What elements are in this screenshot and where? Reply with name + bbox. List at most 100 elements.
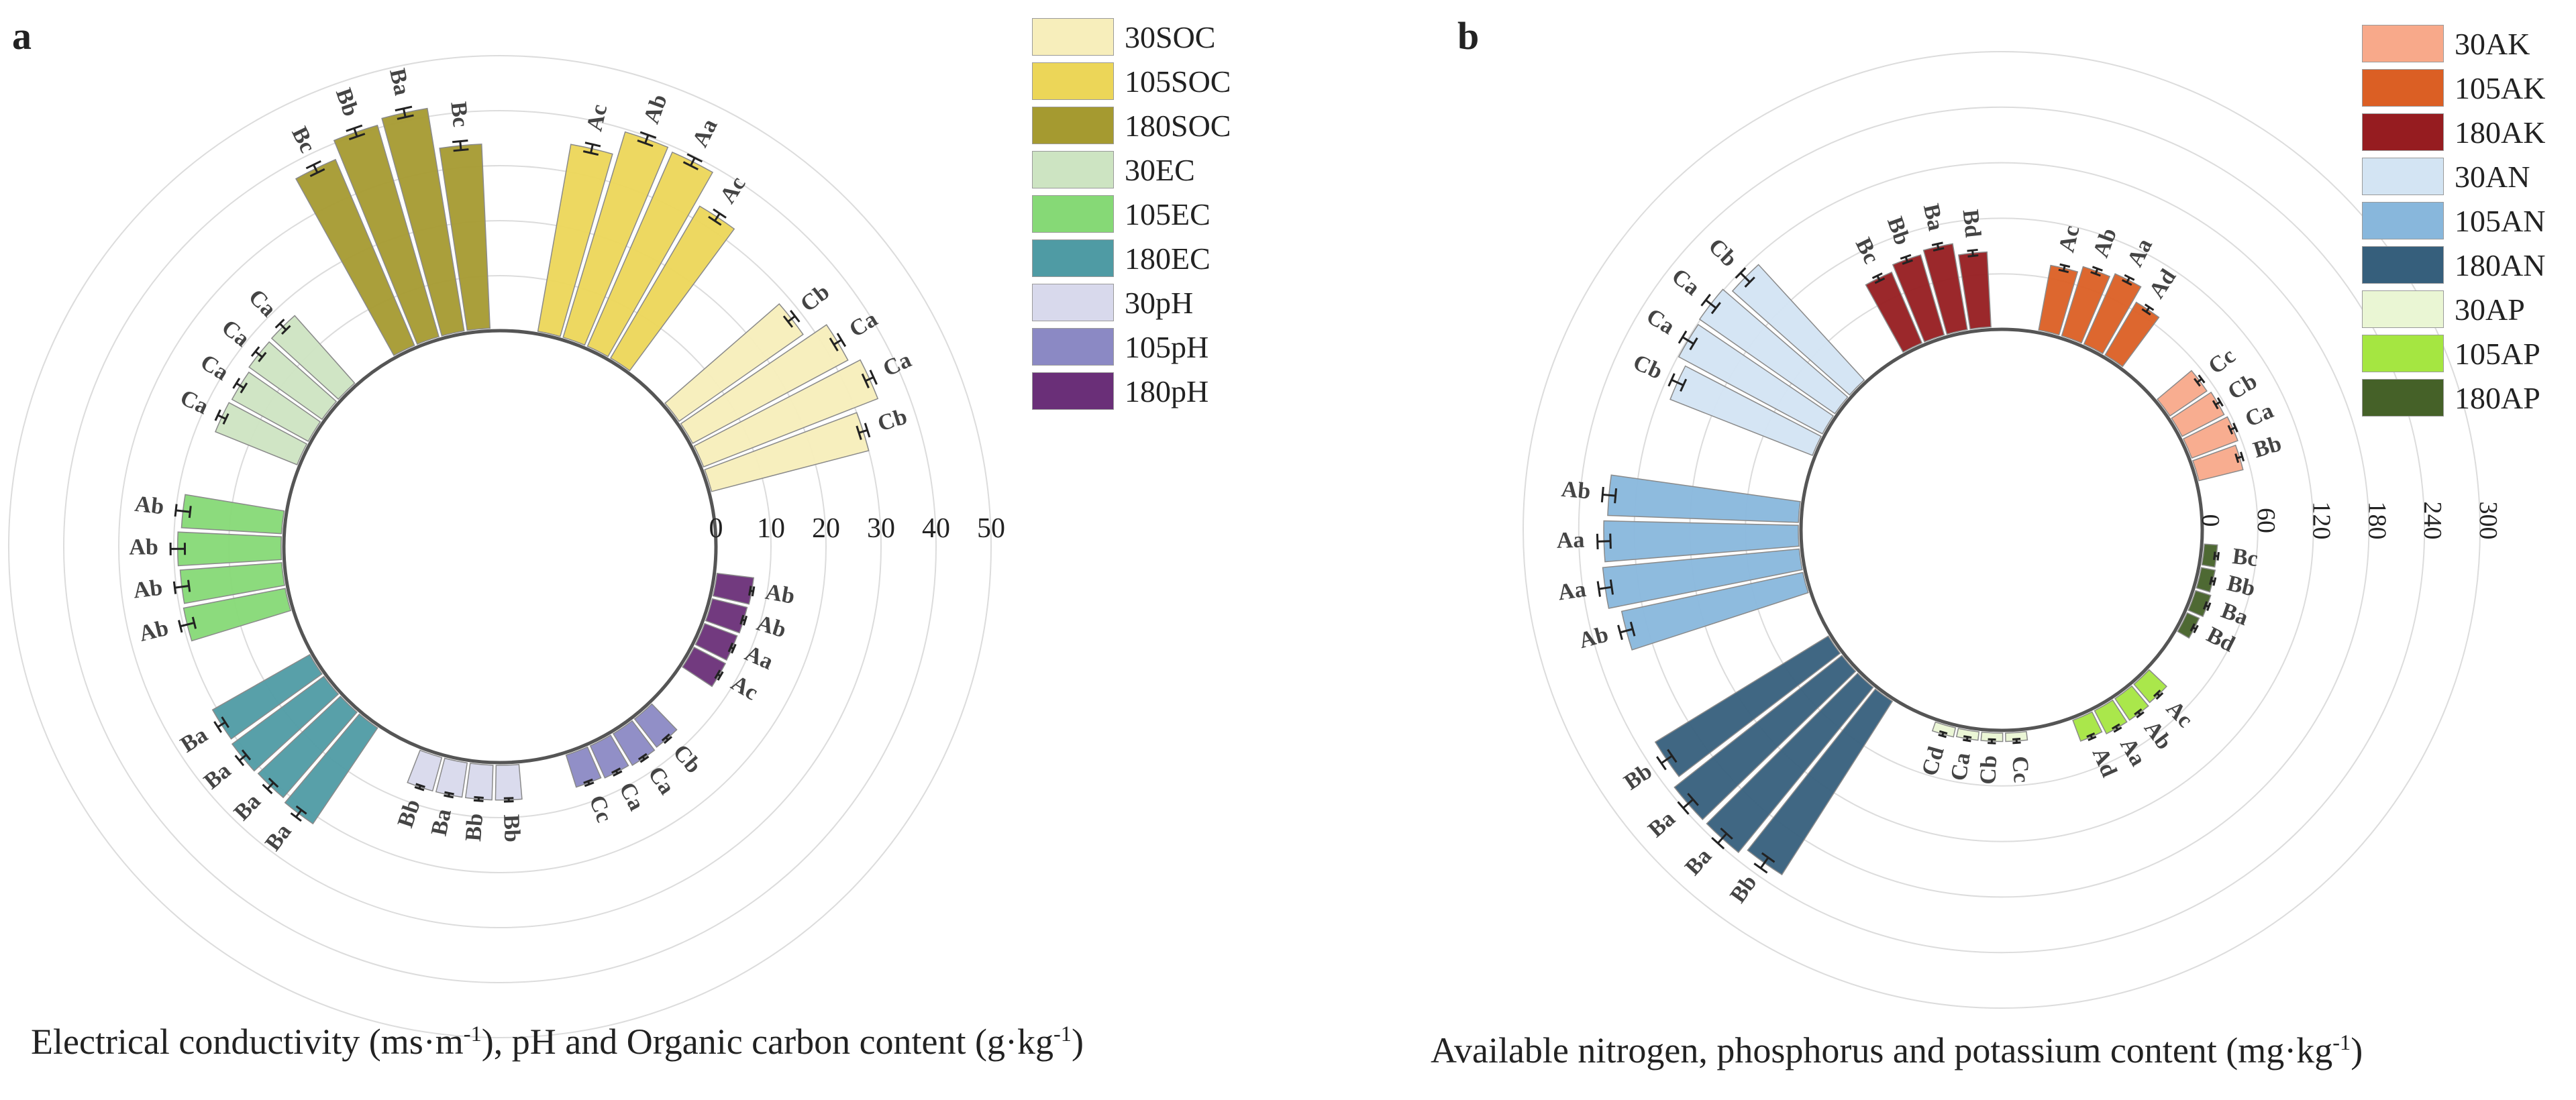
b-bar [1698,288,1849,415]
a-legend-swatch [1032,107,1114,144]
b-error-cap [2059,263,2071,268]
a-legend-item: 180EC [1032,236,1231,280]
caption-b-sup1: -1 [2332,1031,2351,1055]
a-bar [565,746,602,788]
b-tick-label: 0 [2196,514,2224,527]
a-error-cap [174,504,178,517]
b-error-bar [1597,540,1611,543]
b-significance-label: Bc [1851,234,1884,268]
a-error-cap [829,337,839,351]
a-bar [495,763,523,801]
caption-a-mid: ), pH and Organic carbon content (g·kg [481,1022,1053,1062]
a-baseline-circle [282,329,718,765]
panel-a-letter: a [12,14,32,58]
a-bar [211,654,323,740]
b-bar [1678,323,1835,435]
b-legend-swatch [2362,113,2444,151]
a-error-cap [414,785,425,791]
a-legend-label: 105EC [1125,197,1210,231]
b-error-cap [2232,423,2238,433]
b-grid-circle [1578,106,2426,954]
b-error-cap [1629,621,1636,637]
a-error-cap [713,208,727,219]
b-error-bar [1705,299,1717,309]
b-significance-label: Cb [1704,234,1742,272]
b-significance-label: Bb [2224,571,2257,602]
a-legend-swatch [1032,195,1114,233]
a-error-bar [217,721,226,728]
b-bar [2201,543,2218,568]
b-legend-swatch [2362,69,2444,107]
b-error-cap [2090,271,2101,277]
b-legend-item: 105AN [2362,199,2545,243]
b-error-cap [1931,241,1943,246]
b-legend-item: 30AN [2362,154,2545,199]
a-error-cap [663,736,672,745]
b-error-cap [2212,400,2219,410]
a-error-bar [590,144,594,154]
a-error-cap [708,215,722,226]
a-significance-label: Ca [643,762,679,799]
b-significance-label: Cb [1629,349,1666,384]
a-error-cap [305,160,321,170]
b-error-bar [1682,798,1694,809]
a-legend-item: 30SOC [1032,15,1231,59]
a-significance-label: Ba [427,807,456,838]
b-error-cap [1900,254,1912,260]
b-error-cap [2216,551,2220,561]
a-bar [612,720,656,766]
a-error-cap [188,506,192,518]
a-legend-swatch [1032,151,1114,188]
b-legend-item: 105AK [2362,66,2545,110]
b-error-cap [1735,267,1747,279]
a-grid-circle [63,110,937,983]
a-legend-item: 180SOC [1032,103,1231,148]
b-significance-label: Ad [2088,744,2122,781]
b-error-cap [2240,451,2245,462]
b-significance-label: Bb [1620,759,1657,795]
a-error-cap [661,733,670,742]
a-error-cap [639,755,650,763]
a-error-cap [234,755,245,767]
a-significance-label: Ca [845,307,882,342]
b-legend-item: 180AP [2362,376,2545,420]
a-significance-label: Aa [741,641,777,675]
b-error-cap [2203,601,2208,610]
a-legend-label: 180SOC [1125,108,1231,143]
a-tick-label: 50 [977,513,1005,544]
a-error-cap [290,812,302,822]
a-significance-label: Ab [754,610,788,643]
a-legend-item: 30pH [1032,280,1231,325]
b-significance-label: Ca [1946,751,1975,783]
b-error-cap [1902,259,1913,265]
b-error-cap [1753,863,1768,874]
b-error-cap [2193,624,2199,634]
a-bar [680,324,849,444]
a-significance-label: Cc [584,792,617,826]
a-significance-label: Ab [129,535,158,559]
b-error-cap [2227,425,2234,435]
a-error-cap [268,777,279,788]
a-error-cap [178,620,183,633]
b-legend-swatch [2362,290,2444,328]
a-error-cap [250,346,260,358]
b-significance-label: Bc [2231,544,2259,571]
a-error-bar [459,141,462,150]
b-error-cap [2111,723,2120,730]
b-bar [1892,254,1945,343]
a-error-bar [238,754,247,762]
a-bar [381,107,465,337]
b-bar [2192,444,2244,482]
a-error-cap [295,805,307,815]
b-significance-label: Bd [1958,209,1986,239]
a-error-cap [232,378,241,389]
b-error-bar [1598,586,1612,590]
a-bar [181,494,285,535]
a-error-cap [474,795,484,800]
b-error-cap [2209,576,2213,586]
a-error-bar [295,809,303,818]
a-bar [589,734,629,779]
a-legend-label: 180EC [1125,241,1210,276]
b-significance-label: Cc [2007,755,2034,783]
a-significance-label: Ba [176,722,212,758]
